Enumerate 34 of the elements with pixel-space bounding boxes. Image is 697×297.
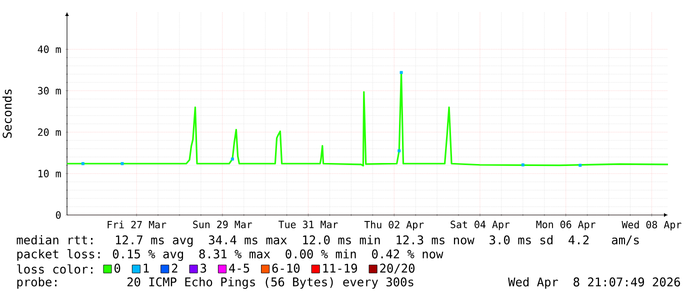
point bbox=[398, 149, 401, 152]
y-tick-label: 30 m bbox=[38, 86, 61, 94]
legend-title: loss color: bbox=[17, 264, 92, 274]
y-tick-label: 10 m bbox=[38, 170, 61, 178]
y-tick-label: 0 bbox=[56, 211, 61, 219]
point bbox=[230, 158, 234, 161]
text: packet loss: 0.15 % avg 8.31 % max 0.00 % min 0.42 % now bbox=[17, 249, 444, 261]
y-tick-label: 20 m bbox=[38, 128, 61, 136]
line-series bbox=[66, 72, 669, 166]
y-tick-label: 40 m bbox=[38, 46, 61, 54]
point bbox=[578, 164, 582, 167]
legend-label: 2 bbox=[172, 264, 178, 273]
x-tick-label: Tue 31 Mar bbox=[278, 220, 338, 228]
point bbox=[521, 163, 524, 166]
legend-label: 0 bbox=[114, 264, 120, 273]
legend-label: 4-5 bbox=[229, 264, 250, 273]
x-tick-label: Thu 02 Apr bbox=[364, 220, 424, 230]
legend-label: 6-10 bbox=[272, 264, 300, 273]
legend-label: 1 bbox=[144, 264, 149, 272]
point bbox=[120, 162, 124, 166]
x-tick-label: Wed 08 Apr bbox=[622, 220, 682, 230]
x-tick-label: Mon 06 Apr bbox=[536, 220, 596, 230]
point bbox=[81, 162, 84, 166]
text: Wed Apr 8 21:07:49 2026 bbox=[508, 277, 680, 289]
y-axis-title: Seconds bbox=[2, 89, 12, 138]
legend-label: 3 bbox=[200, 264, 206, 273]
point bbox=[400, 70, 403, 74]
legend-label: 11-19 bbox=[323, 264, 357, 273]
x-tick-label: Sun 29 Mar bbox=[193, 220, 252, 228]
text: median rtt: 12.7 ms avg 34.4 ms max 12.0 ms min 12.3 ms now 3.0 ms sd 4.2 am/s bbox=[16, 235, 639, 247]
text: probe: 20 ICMP Echo Pings (56 Bytes) every 300s bbox=[17, 277, 414, 289]
x-tick-label: Fri 27 Mar bbox=[108, 220, 166, 228]
x-tick-label: Sat 04 Apr bbox=[450, 220, 510, 230]
legend-label: 20/20 bbox=[380, 264, 415, 274]
